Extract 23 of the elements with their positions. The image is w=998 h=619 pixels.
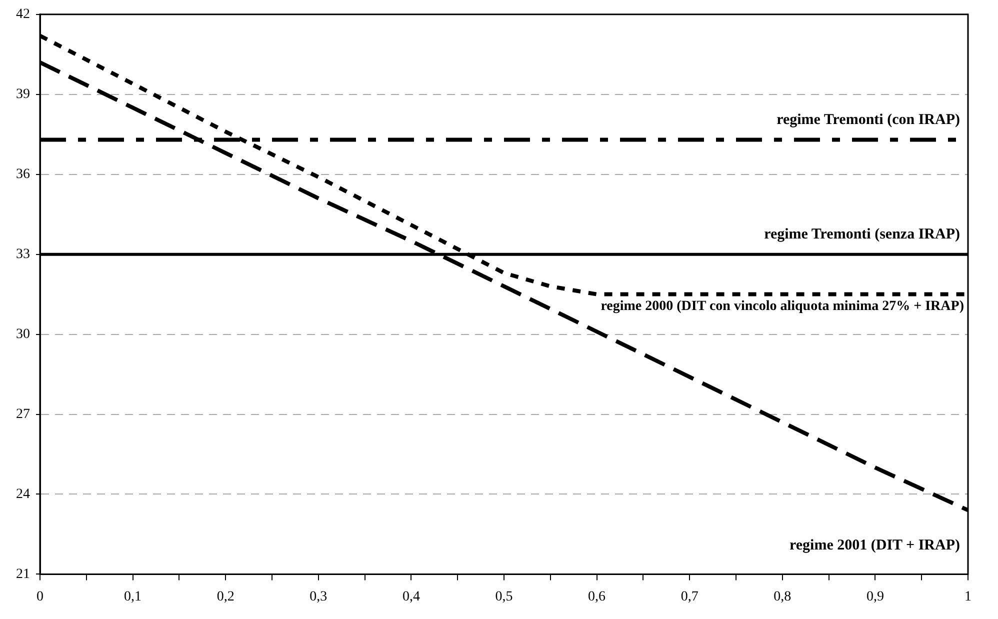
series-label: regime 2001 (DIT + IRAP) [790, 538, 960, 554]
x-tick-label: 0 [36, 589, 44, 604]
x-tick-label: 1 [964, 589, 972, 604]
x-tick-label: 0,2 [216, 589, 234, 604]
y-tick-label: 42 [16, 7, 30, 22]
y-tick-label: 21 [16, 566, 30, 582]
y-tick-label: 33 [16, 246, 30, 262]
y-tick-label: 27 [16, 406, 30, 422]
x-tick-label: 0,3 [310, 589, 328, 604]
y-tick-label: 39 [16, 87, 30, 102]
y-tick-label: 30 [16, 326, 30, 342]
x-tick-label: 0,4 [402, 589, 420, 604]
x-tick-label: 0,7 [680, 589, 698, 604]
x-tick-label: 0,9 [866, 589, 884, 604]
x-tick-label: 0,1 [124, 589, 142, 604]
x-tick-label: 0,6 [588, 589, 606, 604]
series-label: regime Tremonti (senza IRAP) [764, 226, 960, 243]
series-label: regime Tremonti (con IRAP) [776, 112, 960, 128]
series-label: regime 2000 (DIT con vincolo aliquota minima 27% + IRAP) [600, 298, 964, 314]
y-tick-label: 24 [16, 486, 30, 502]
y-tick-label: 36 [16, 167, 30, 182]
x-tick-label: 0,5 [495, 589, 513, 604]
x-tick-label: 0,8 [774, 589, 792, 604]
